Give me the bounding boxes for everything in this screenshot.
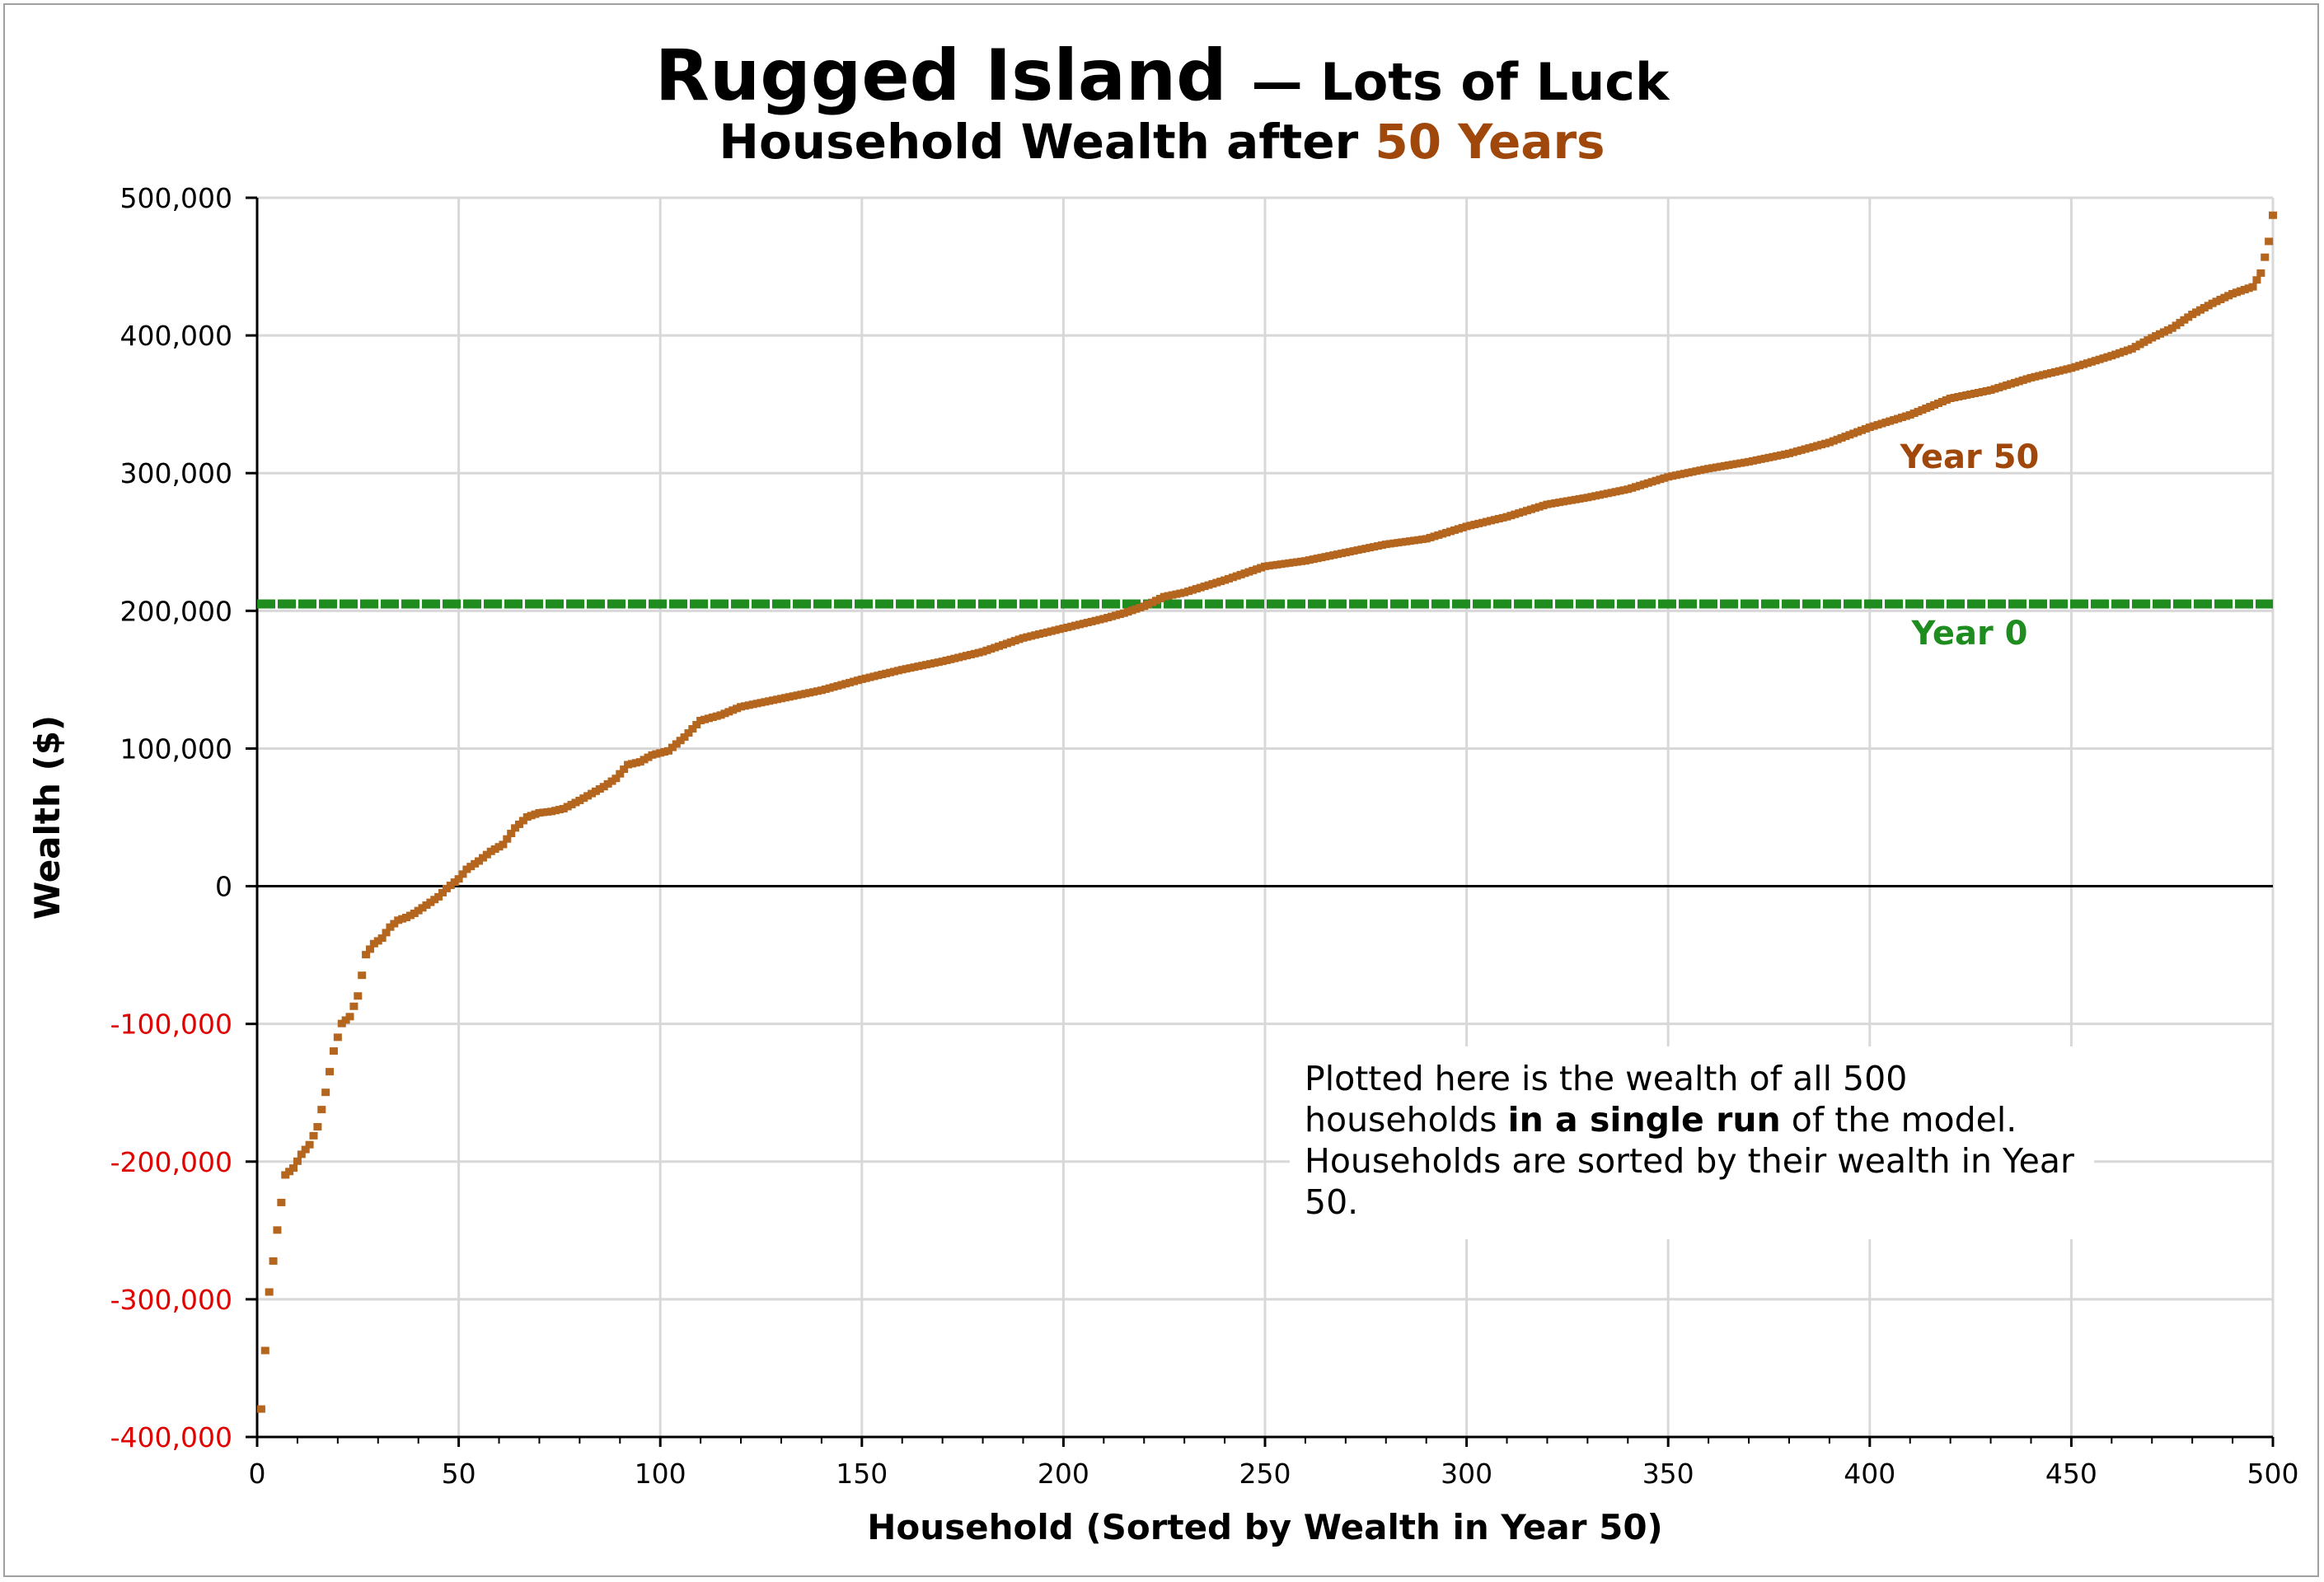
x-tick-label: 250 (1239, 1458, 1291, 1490)
year50-point (620, 765, 629, 774)
year50-point (326, 1068, 335, 1076)
x-tick-label: 400 (1844, 1458, 1895, 1490)
year50-point (377, 934, 387, 943)
year50-point (333, 1033, 342, 1041)
year50-point (277, 1198, 286, 1206)
y-tick-label: 300,000 (120, 457, 232, 489)
year50-point (345, 1013, 354, 1021)
x-tick-label: 350 (1642, 1458, 1694, 1490)
y-axis-title: Wealth ($) (27, 715, 68, 920)
year50-point (265, 1288, 274, 1296)
year50-point (616, 770, 625, 778)
y-tick-label: 100,000 (120, 732, 232, 765)
series (256, 211, 2277, 1413)
year50-point (358, 971, 367, 980)
x-tick-label: 200 (1038, 1458, 1089, 1490)
x-tick-label: 50 (442, 1458, 476, 1490)
year50-point (289, 1164, 298, 1172)
x-tick-label: 300 (1441, 1458, 1492, 1490)
year50-point (688, 725, 697, 733)
x-tick-label: 0 (249, 1458, 266, 1490)
x-axis-title: Household (Sorted by Wealth in Year 50) (867, 1507, 1663, 1547)
labels: 0 50 100 150 200 250 300 350 400 450 500 -400,000 -3… (27, 182, 2299, 1547)
annotation-box: Plotted here is the wealth of all 500 ho… (1290, 1046, 2094, 1239)
x-tick-label: 100 (635, 1458, 686, 1490)
year50-point (680, 733, 689, 742)
year50-point (354, 992, 363, 1000)
x-tick-label: 500 (2247, 1458, 2299, 1490)
year50-point (499, 840, 508, 849)
year50-point (269, 1257, 278, 1265)
year50-point (503, 835, 512, 843)
year50-point (362, 951, 371, 959)
year50-point (365, 945, 374, 953)
chart-subtitle: Household Wealth after 50 Years (0, 114, 2324, 170)
year50-point (438, 888, 447, 896)
year50-point (297, 1150, 306, 1158)
year0-label: Year 0 (1911, 615, 2028, 653)
y-tick-label: 400,000 (120, 320, 232, 352)
annotation-bold: in a single run (1507, 1100, 1781, 1140)
subtitle-accent: 50 Years (1375, 114, 1605, 170)
year50-point (260, 1346, 269, 1355)
annotation-text-1: Plotted here is the wealth of all 500 ho… (1305, 1059, 1908, 1140)
year50-point (309, 1131, 318, 1140)
year50-point (317, 1106, 326, 1114)
y-tick-label: -100,000 (110, 1009, 232, 1041)
axes (246, 196, 2275, 1447)
year50-point (454, 875, 463, 883)
x-tick-label: 150 (836, 1458, 888, 1490)
x-tick-label: 450 (2045, 1458, 2097, 1490)
annotation-text-2: of the model. Households are sorted by t… (1305, 1100, 2074, 1222)
year50-point (2256, 269, 2265, 277)
year50-label: Year 50 (1900, 438, 2040, 476)
year50-point (2269, 211, 2277, 219)
year50-point (2248, 283, 2257, 291)
year50-point (305, 1140, 314, 1149)
y-tick-label: 0 (215, 871, 232, 903)
y-tick-label: 500,000 (120, 182, 232, 214)
year50-point (349, 1002, 358, 1010)
y-tick-label: 200,000 (120, 595, 232, 627)
year50-point (313, 1123, 322, 1130)
year50-point (611, 775, 621, 783)
y-tick-label: -200,000 (110, 1146, 232, 1178)
year50-point (458, 870, 467, 878)
title-dash-sub: — Lots of Luck (1251, 52, 1670, 112)
grid (257, 196, 2275, 1437)
title-main-text: Rugged Island (654, 35, 1227, 117)
subtitle-prefix: Household Wealth after (719, 114, 1359, 170)
year50-point (293, 1157, 302, 1165)
year50-point (329, 1047, 338, 1055)
y-tick-label: -300,000 (110, 1284, 232, 1316)
year50-point (507, 830, 516, 838)
year50-point (692, 721, 701, 729)
year50-point (256, 1405, 265, 1413)
year50-point (684, 729, 693, 737)
year50-point (273, 1226, 282, 1234)
year50-points (256, 211, 2277, 1413)
year50-point (321, 1088, 330, 1097)
year50-point (2261, 253, 2270, 261)
year50-point (382, 929, 391, 937)
y-tick-label: -400,000 (110, 1421, 232, 1453)
year50-point (434, 892, 443, 901)
chart-title: Rugged Island — Lots of Luck (0, 35, 2324, 117)
year50-point (2252, 276, 2261, 284)
year50-point (2265, 237, 2274, 246)
year50-point (301, 1145, 310, 1154)
chart-frame (3, 3, 2319, 1577)
